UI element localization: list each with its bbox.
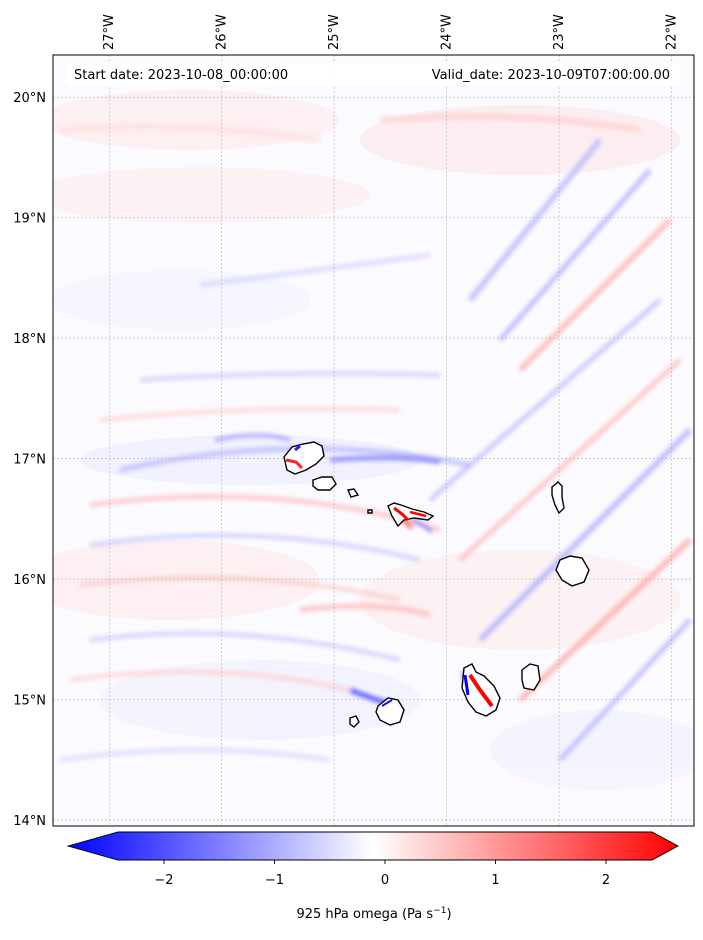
island-brava <box>349 715 360 728</box>
island-edge-effects <box>285 444 494 708</box>
latitude-tick-label: 17°N <box>13 453 46 468</box>
longitude-tick-label: 23°W <box>552 14 567 50</box>
blue-streak <box>477 427 693 643</box>
blue-streak <box>558 618 692 762</box>
start-date-label: Start date: 2023-10-08_00:00:00 <box>74 68 288 83</box>
colorbar: −2 −1 0 1 2 925 hPa omega (Pa s−1) <box>66 831 679 922</box>
island-santo-antao <box>283 441 325 475</box>
longitude-tick-label: 24°W <box>440 14 455 50</box>
colorbar-tick-label: 0 <box>381 873 389 888</box>
latitude-tick-label: 20°N <box>13 91 46 106</box>
longitude-tick-labels: 27°W 26°W 25°W 24°W 23°W 22°W <box>102 14 679 50</box>
blue-streak <box>214 433 291 442</box>
red-streak <box>299 603 431 618</box>
island-sao-vicente <box>312 476 337 491</box>
longitude-tick-label: 22°W <box>665 14 680 50</box>
island-sal <box>551 481 565 515</box>
blue-streak <box>139 370 441 383</box>
blue-streak <box>411 518 434 534</box>
red-streak <box>59 123 321 143</box>
omega-field <box>53 90 694 790</box>
blue-streak <box>467 138 603 302</box>
red-streak <box>458 358 682 562</box>
longitude-tick-label: 25°W <box>327 14 342 50</box>
field-broad-patches <box>53 90 694 790</box>
blue-streak <box>89 533 421 562</box>
colorbar-tick-label: 2 <box>602 873 610 888</box>
latitude-tick-label: 14°N <box>13 814 46 829</box>
island-santa-luzia <box>347 488 360 498</box>
latitude-tick-label: 15°N <box>13 694 46 709</box>
red-streak <box>517 537 693 703</box>
colorbar-tick-label: −2 <box>154 873 173 888</box>
island-sao-nicolau <box>387 502 435 528</box>
map-frame <box>52 54 695 827</box>
latitude-tick-label: 16°N <box>13 573 46 588</box>
red-edge <box>409 510 427 518</box>
longitude-tick-label: 27°W <box>102 14 117 50</box>
colorbar-tick-label: 1 <box>491 873 499 888</box>
red-streak <box>99 406 401 423</box>
latitude-tick-label: 18°N <box>13 332 46 347</box>
graticule <box>53 55 694 826</box>
blue-edge <box>463 674 470 696</box>
colorbar-tick-label: −1 <box>265 873 284 888</box>
blue-streak <box>199 252 431 288</box>
red-edge <box>468 673 494 708</box>
island-boa-vista <box>555 555 590 587</box>
red-edge <box>285 458 304 470</box>
blue-edge <box>294 444 301 452</box>
island-maio <box>521 663 541 691</box>
latitude-tick-labels: 20°N 19°N 18°N 17°N 16°N 15°N 14°N <box>13 91 46 829</box>
colorbar-label-main: 925 hPa omega (Pa s <box>296 907 433 922</box>
red-edge <box>393 506 410 522</box>
blue-streak <box>59 747 331 763</box>
colorbar-label: 925 hPa omega (Pa s−1) <box>296 906 451 922</box>
blue-streak <box>498 168 652 342</box>
header-box <box>66 63 680 85</box>
longitude-tick-label: 26°W <box>215 14 230 50</box>
red-streak <box>69 670 351 692</box>
colorbar-body <box>66 831 679 861</box>
valid-date-label: Valid_date: 2023-10-09T07:00:00.00 <box>432 68 670 83</box>
blue-streak <box>89 631 401 662</box>
red-streak <box>379 113 641 133</box>
map-panel: Start date: 2023-10-08_00:00:00 Valid_da… <box>13 14 695 829</box>
colorbar-label-exponent: −1 <box>433 906 446 916</box>
red-streak <box>517 217 673 373</box>
blue-edge <box>381 699 393 707</box>
colorbar-label-end: ) <box>446 907 451 922</box>
latitude-tick-label: 19°N <box>13 212 46 227</box>
island-ilheu <box>367 509 373 514</box>
field-wave-streaks <box>59 113 693 763</box>
blue-streak <box>329 455 441 465</box>
colorbar-ticks: −2 −1 0 1 2 <box>154 860 610 888</box>
